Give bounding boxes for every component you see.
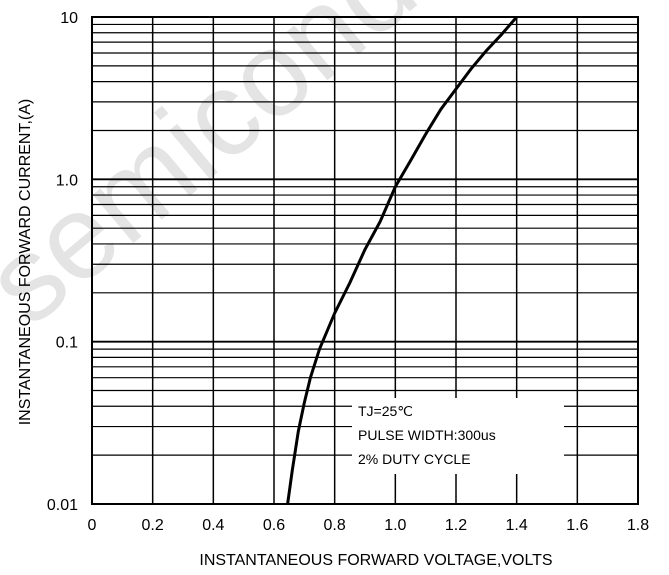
x-tick-label: 1.6 [566,517,588,534]
x-tick-label: 0.8 [324,517,346,534]
forward-current-curve [286,16,518,505]
x-tick-label: 1.0 [384,517,406,534]
y-axis-label: INSTANTANEOUS FORWARD CURRENT,(A) [17,99,34,426]
y-axis-ticks: 0.01 0.1 1.0 10 [47,10,78,514]
x-axis-label: INSTANTANEOUS FORWARD VOLTAGE,VOLTS [199,552,552,569]
x-tick-label: 1.4 [506,517,528,534]
x-tick-label: 0.6 [263,517,285,534]
y-tick-label: 0.01 [47,497,78,514]
x-tick-label: 0.4 [202,517,224,534]
y-tick-label: 10 [60,10,78,27]
x-tick-label: 0 [88,517,97,534]
annotation-box: TJ=25℃ PULSE WIDTH:300us 2% DUTY CYCLE [352,398,564,474]
x-tick-label: 0.2 [142,517,164,534]
annotation-line-3: 2% DUTY CYCLE [358,451,471,467]
plot-frame [91,16,639,505]
x-tick-label: 1.8 [627,517,649,534]
annotation-line-1: TJ=25℃ [358,403,413,419]
x-tick-label: 1.2 [445,517,467,534]
x-axis-ticks: 0 0.2 0.4 0.6 0.8 1.0 1.2 1.4 1.6 1.8 [88,517,650,534]
annotation-line-2: PULSE WIDTH:300us [358,427,496,443]
y-tick-label: 1.0 [56,172,78,189]
y-tick-label: 0.1 [56,335,78,352]
